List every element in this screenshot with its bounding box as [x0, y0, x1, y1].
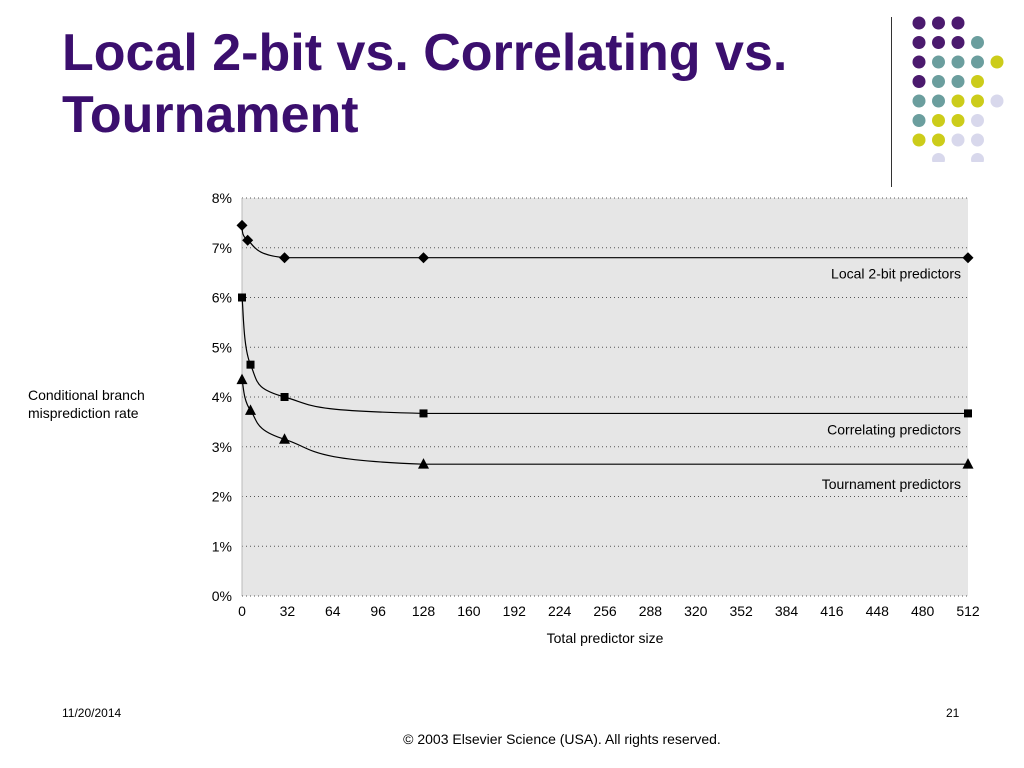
series-label: Correlating predictors [827, 421, 961, 437]
decorative-dot [912, 75, 926, 88]
x-axis-label: Total predictor size [547, 630, 664, 646]
x-tick-label: 64 [325, 603, 341, 619]
decorative-dot [971, 55, 984, 69]
decorative-dot [951, 133, 965, 147]
decorative-dot [971, 133, 984, 147]
x-tick-label: 192 [503, 603, 527, 619]
data-point-diamond [962, 252, 974, 264]
slide-title: Local 2-bit vs. Correlating vs. Tourname… [62, 22, 862, 146]
y-tick-label: 3% [212, 439, 232, 455]
decorative-dot [971, 75, 984, 88]
series-label: Local 2-bit predictors [831, 266, 961, 282]
x-tick-label: 96 [370, 603, 386, 619]
decorative-dot [912, 114, 926, 127]
data-point-square [280, 393, 289, 401]
decorative-dot [912, 94, 926, 108]
decorative-dot [932, 114, 945, 127]
decorative-dot [932, 133, 945, 147]
y-tick-label: 5% [212, 339, 232, 355]
x-tick-label: 352 [729, 603, 753, 619]
data-point-triangle [245, 404, 257, 415]
title-line-1: Local 2-bit vs. Correlating vs. [62, 24, 788, 82]
decorative-dot [951, 75, 965, 88]
title-divider [891, 17, 892, 187]
x-tick-label: 0 [238, 603, 246, 619]
x-tick-label: 416 [820, 603, 844, 619]
y-axis-label-line-2: misprediction rate [28, 405, 139, 421]
decorative-dot [951, 55, 965, 69]
misprediction-chart: 0% 1% 2% 3% 4% 5% 6% 7% 8% 0 32 64 96 128 160 192 224 256… [212, 190, 980, 646]
data-point-triangle [418, 458, 429, 469]
y-axis-label-line-1: Conditional branch [28, 387, 145, 403]
series-label: Tournament predictors [822, 476, 961, 492]
data-point-diamond [279, 252, 291, 264]
decorative-dot-grid [912, 16, 1004, 162]
footer-date: 11/20/2014 [62, 706, 122, 720]
x-tick-label: 320 [684, 603, 708, 619]
x-tick-label: 32 [280, 603, 296, 619]
x-tick-label: 448 [866, 603, 890, 619]
decorative-dot [912, 36, 926, 49]
decorative-dot [932, 55, 945, 69]
x-tick-label: 480 [911, 603, 935, 619]
footer-page-number: 21 [946, 706, 960, 720]
data-point-square [419, 409, 428, 418]
decorative-dot [951, 16, 965, 30]
y-tick-label: 1% [212, 538, 232, 554]
x-tick-label: 288 [639, 603, 663, 619]
decorative-dot [990, 55, 1004, 69]
decorative-dot [971, 94, 984, 108]
y-tick-label: 2% [212, 489, 232, 505]
x-tick-label: 384 [775, 603, 799, 619]
data-point-diamond [236, 219, 248, 231]
y-axis-label: Conditional branch misprediction rate [28, 386, 188, 422]
x-tick-label: 128 [412, 603, 436, 619]
title-line-2: Tournament [62, 86, 359, 144]
decorative-dot [951, 94, 965, 108]
y-tick-label: 6% [212, 290, 232, 306]
x-tick-label: 160 [457, 603, 481, 619]
data-point-diamond [242, 234, 254, 246]
copyright-notice: © 2003 Elsevier Science (USA). All right… [403, 731, 721, 747]
decorative-dot [932, 16, 945, 30]
decorative-dot [971, 36, 984, 49]
x-tick-label: 256 [593, 603, 617, 619]
decorative-dot [971, 114, 984, 127]
data-point-square [246, 360, 255, 369]
y-tick-label: 7% [212, 240, 232, 256]
y-tick-label: 4% [212, 389, 232, 405]
decorative-dot [932, 75, 945, 88]
decorative-dot [912, 55, 926, 69]
decorative-dot [951, 114, 965, 127]
data-point-square [238, 293, 246, 302]
data-point-diamond [418, 252, 429, 264]
decorative-dot [951, 36, 965, 49]
decorative-dot [912, 133, 926, 147]
x-tick-label: 224 [548, 603, 572, 619]
data-point-triangle [962, 458, 974, 469]
decorative-dot [932, 36, 945, 49]
decorative-dot [990, 94, 1004, 108]
data-point-triangle [279, 433, 291, 444]
y-tick-label: 0% [212, 588, 232, 604]
decorative-dot [971, 153, 984, 162]
decorative-dot [932, 94, 945, 108]
decorative-dot [932, 153, 945, 162]
decorative-dot [912, 16, 926, 30]
x-tick-label: 512 [956, 603, 980, 619]
y-tick-label: 8% [212, 190, 232, 206]
data-point-square [964, 409, 972, 418]
data-point-triangle [236, 373, 248, 385]
